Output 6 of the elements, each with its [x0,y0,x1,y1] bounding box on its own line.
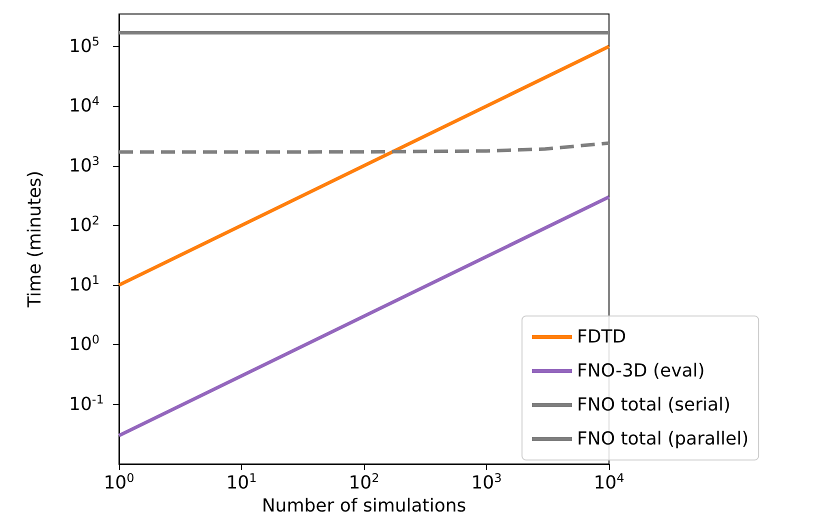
legend-label: FDTD [577,326,626,348]
x-axis-title: Number of simulations [262,495,466,516]
legend-label: FNO-3D (eval) [577,360,705,382]
legend-label: FNO total (serial) [577,394,731,416]
y-axis-title: Time (minutes) [24,170,46,308]
legend-label: FNO total (parallel) [577,428,749,450]
